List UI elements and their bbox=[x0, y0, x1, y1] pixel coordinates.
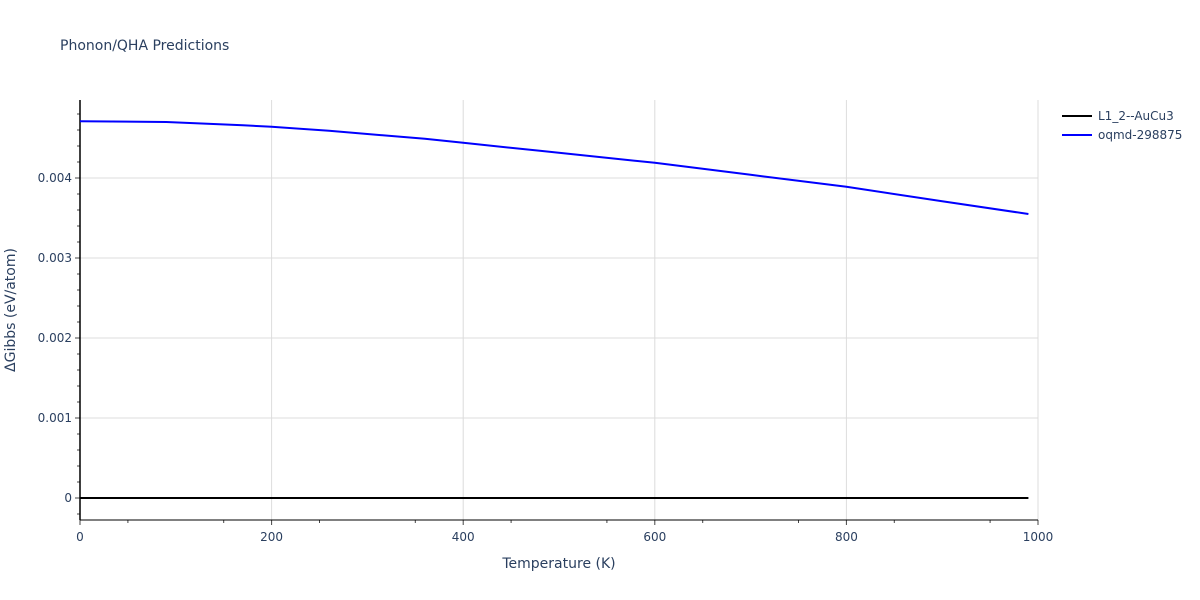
series-line-oqmd-298875 bbox=[79, 120, 1029, 215]
x-axis-label: Temperature (K) bbox=[501, 556, 615, 572]
y-tick-label: 0.003 bbox=[38, 251, 72, 265]
legend: L1_2--AuCu3 oqmd-298875 bbox=[1062, 109, 1182, 142]
x-tick-label: 400 bbox=[452, 530, 475, 544]
legend-label: oqmd-298875 bbox=[1098, 128, 1182, 142]
y-tick-label: 0.002 bbox=[38, 331, 72, 345]
grid bbox=[80, 100, 1039, 520]
y-tick-label: 0.001 bbox=[38, 411, 72, 425]
x-tick-label: 800 bbox=[835, 530, 858, 544]
legend-label: L1_2--AuCu3 bbox=[1098, 109, 1174, 123]
series-lines bbox=[79, 120, 1029, 499]
chart-title: Phonon/QHA Predictions bbox=[60, 38, 229, 54]
y-tick-label: 0 bbox=[64, 491, 72, 505]
x-tick-label: 0 bbox=[76, 530, 84, 544]
x-tick-label: 1000 bbox=[1023, 530, 1054, 544]
x-tick-label: 600 bbox=[643, 530, 666, 544]
y-axis-label: ΔGibbs (eV/atom) bbox=[3, 248, 19, 372]
axes: 0 200 400 600 800 1000 0 0.001 0.002 0.003 0.004 bbox=[38, 100, 1054, 544]
y-tick-label: 0.004 bbox=[38, 171, 72, 185]
x-tick-label: 200 bbox=[260, 530, 283, 544]
